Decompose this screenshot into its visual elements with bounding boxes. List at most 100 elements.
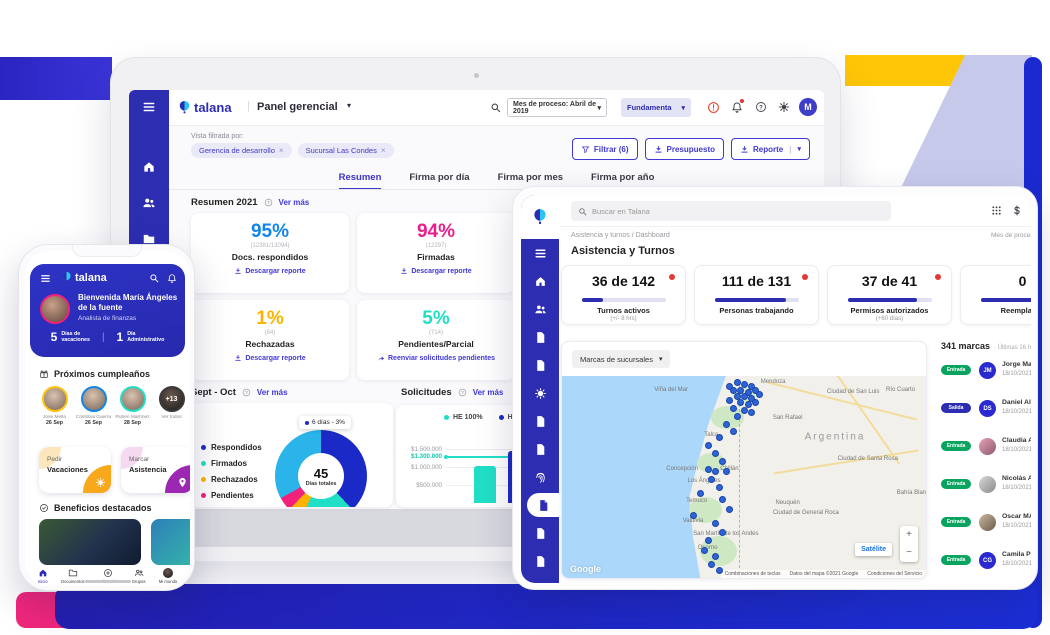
zoom-control[interactable]: + − [900,526,918,562]
nav-item-grupos[interactable]: Grupos [132,568,145,584]
map-marker-dot[interactable] [715,484,723,492]
filter-chip[interactable]: Sucursal Las Condes × [297,143,394,158]
sidebar-item-active[interactable] [527,493,559,517]
benefit-photo-soccer[interactable] [39,519,141,565]
zoom-out-button[interactable]: − [906,547,912,558]
mark-row[interactable]: Entrada JM Jorge Manuel Alej 18/10/2021 - 1… [941,359,1031,389]
sidebar-item-home[interactable] [521,275,559,288]
bell-icon[interactable] [731,101,743,114]
sidebar-item-doc[interactable] [521,527,559,540]
sidebar-item-sun[interactable] [521,387,559,400]
map-marker-dot[interactable] [700,546,708,554]
birthday-item[interactable]: Cristóbal Guerra 26 Sep [74,386,113,426]
map-marker-dot[interactable] [722,467,730,475]
sidebar-item-fingerprint[interactable] [521,471,559,484]
stat-action-link[interactable]: Descargar reporte [400,267,472,275]
map-marker-dot[interactable] [715,566,723,574]
see-more-link[interactable]: Ver más [256,388,288,397]
map-marker-dot[interactable] [733,413,741,421]
quick-action-asistencia[interactable]: Marcar Asistencia [121,447,190,493]
birthday-item[interactable]: Rubén Martínez 28 Sep [113,386,152,426]
map-marker-dot[interactable] [737,387,745,395]
google-map[interactable]: Argentina Google Satélite + − Combinacio… [562,376,926,578]
map-marker-dot[interactable] [711,520,719,528]
user-avatar[interactable] [40,294,70,324]
chip-close-icon[interactable]: × [278,146,284,155]
map-marker-dot[interactable] [711,467,719,475]
quick-action-vacaciones[interactable]: Pedir Vacaciones [39,447,111,493]
stat-action-link[interactable]: Descargar reporte [234,354,306,362]
map-attribution-text[interactable]: Condiciones del Servicio [867,571,922,577]
search-icon[interactable] [149,273,159,283]
company-select[interactable]: Fundamenta ▾ [621,98,691,117]
birthday-item[interactable]: +13 Ver todos [152,386,190,426]
budget-button[interactable]: Presupuesto [644,138,724,160]
search-input[interactable]: Buscar en Talana [571,201,891,221]
map-marker-dot[interactable] [726,397,734,405]
branch-marks-dropdown[interactable]: Marcas de sucursales ▾ [572,350,671,368]
zoom-in-button[interactable]: + [906,529,912,540]
map-marker-dot[interactable] [697,490,705,498]
mark-row[interactable]: Salida DS Daniel Alfonso Su 18/10/2021 - 17… [941,397,1031,427]
map-marker-dot[interactable] [741,393,748,401]
birthday-item[interactable]: Jose Mella 26 Sep [35,386,74,426]
home-indicator[interactable] [84,580,131,583]
sidebar-item-doc[interactable] [521,555,559,568]
stat-action-link[interactable]: Descargar reporte [234,267,306,275]
map-marker-dot[interactable] [741,381,748,389]
map-marker-dot[interactable] [719,457,727,465]
gear-icon[interactable] [778,101,790,113]
sidebar-item-menu[interactable] [142,100,156,136]
map-marker-dot[interactable] [748,409,756,417]
satellite-button[interactable]: Satélite [855,543,892,556]
filter-button[interactable]: Filtrar (6) [571,138,638,160]
see-more-link[interactable]: Ver más [278,198,310,207]
map-marker-dot[interactable] [730,387,738,395]
stat-action-link[interactable]: Reenviar solicitudes pendientes [377,354,495,362]
map-marker-dot[interactable] [704,441,712,449]
map-marker-dot[interactable] [744,389,752,397]
map-marker-dot[interactable] [737,399,745,407]
sidebar-item-doc[interactable] [521,359,559,372]
menu-icon[interactable] [40,273,51,284]
filter-chip[interactable]: Gerencia de desarrollo × [191,143,292,158]
map-marker-dot[interactable] [726,506,734,514]
map-marker-dot[interactable] [711,552,719,560]
user-avatar[interactable]: M [799,98,817,116]
tab-firma-por-año[interactable]: Firma por año [591,172,655,183]
dollar-icon[interactable] [1011,204,1023,217]
chevron-down-icon[interactable]: ▾ [347,101,352,110]
tab-firma-por-mes[interactable]: Firma por mes [497,172,564,183]
see-more-link[interactable]: Ver más [472,388,504,397]
map-marker-dot[interactable] [733,379,741,387]
sidebar-item-home[interactable] [142,160,156,196]
report-button[interactable]: Reporte | ▾ [731,138,810,160]
map-marker-dot[interactable] [722,421,730,429]
nav-item-documentos[interactable]: Documentos [61,568,85,584]
map-marker-dot[interactable] [704,465,712,473]
map-marker-dot[interactable] [741,407,748,415]
page-title[interactable]: Panel gerencial [257,101,338,113]
help-icon[interactable]: ? [755,101,767,113]
map-marker-dot[interactable] [719,528,727,536]
map-marker-dot[interactable] [690,512,698,520]
map-marker-dot[interactable] [751,399,759,407]
nav-item-mi-mundo[interactable]: Mi mundo [159,568,177,584]
map-marker-dot[interactable] [719,496,727,504]
mark-row[interactable]: Entrada CG Camila Patricia Ga 18/10/2021 - … [941,549,1031,579]
chevron-down-icon[interactable]: ▾ [797,146,801,153]
tab-resumen[interactable]: Resumen [338,172,382,190]
map-attribution-text[interactable]: Combinaciones de teclas [724,571,781,577]
bell-icon[interactable] [167,273,177,284]
map-marker-dot[interactable] [744,401,752,409]
map-marker-dot[interactable] [704,536,712,544]
map-attribution-text[interactable]: Datos del mapa ©2021 Google [789,571,859,577]
chip-close-icon[interactable]: × [380,146,386,155]
map-marker-dot[interactable] [726,383,734,391]
mark-row[interactable]: Entrada Claudia Alejandra 18/10/2021 - 17:… [941,435,1031,465]
mark-row[interactable]: Entrada Oscar MArcelo Ru 18/10/2021 - 17:3 [941,511,1031,541]
map-marker-dot[interactable] [751,387,759,395]
map-marker-dot[interactable] [708,476,716,484]
apps-grid-icon[interactable] [991,205,1002,216]
map-marker-dot[interactable] [730,405,738,413]
